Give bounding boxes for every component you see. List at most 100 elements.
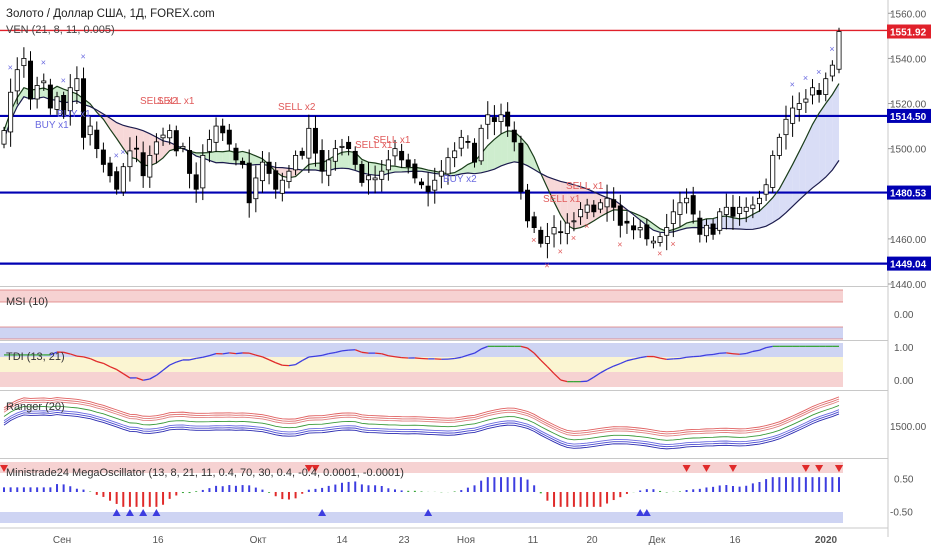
candle xyxy=(650,240,656,244)
ma-cloud xyxy=(640,215,647,226)
candle xyxy=(829,64,835,77)
buy-arrow-icon xyxy=(424,509,433,516)
ma-cloud xyxy=(249,153,256,166)
candle xyxy=(836,31,842,70)
sell-arrow-icon xyxy=(835,465,843,472)
price-badge-label: 1514.50 xyxy=(890,112,927,123)
candle xyxy=(379,170,385,180)
tdi-line-segment xyxy=(354,349,363,353)
ranger-band-line xyxy=(3,398,840,435)
tdi-line-segment xyxy=(262,356,270,361)
sell-arrow-icon xyxy=(311,465,320,472)
tdi-line-segment xyxy=(752,349,760,353)
candle xyxy=(458,136,464,149)
ma-cloud xyxy=(646,219,654,231)
msi-lower-zone xyxy=(0,327,843,339)
ma-cloud xyxy=(759,204,767,229)
price-badge xyxy=(887,108,931,123)
signal-label: SELL x2 xyxy=(278,102,316,113)
signal-label: SELL x1 xyxy=(566,181,604,192)
ma-cloud xyxy=(772,188,780,223)
tdi-line-segment xyxy=(699,354,707,357)
candle xyxy=(511,129,517,143)
candle xyxy=(803,98,809,103)
ma-cloud xyxy=(832,83,839,171)
signal-cross-icon: × xyxy=(41,58,46,68)
tdi-line-segment xyxy=(726,352,734,355)
candle xyxy=(34,85,40,100)
candle xyxy=(432,179,438,191)
candle xyxy=(399,150,405,161)
x-tick-label: 11 xyxy=(528,535,539,546)
y-tick-label: 1.00 xyxy=(894,343,914,354)
candle xyxy=(438,170,444,177)
tdi-line-segment xyxy=(520,345,528,349)
ma-cloud xyxy=(746,214,753,230)
y-tick-label: -0.50 xyxy=(890,508,913,519)
x-tick-label: Окт xyxy=(250,535,267,546)
ma-cloud xyxy=(573,184,581,230)
tdi-line-segment xyxy=(593,372,601,378)
tdi-mid-zone xyxy=(0,357,843,372)
ranger-band-line xyxy=(3,409,840,446)
candle xyxy=(1,130,7,145)
ma-cloud xyxy=(527,144,535,170)
tdi-line-segment xyxy=(76,355,84,358)
tdi-line-segment xyxy=(301,356,310,362)
tdi-line-segment xyxy=(375,352,382,355)
tdi-line-segment xyxy=(746,350,754,355)
candle xyxy=(564,222,570,234)
signal-cross-icon: × xyxy=(120,147,125,157)
candle xyxy=(339,145,345,148)
candle xyxy=(743,206,749,212)
ma-cloud xyxy=(110,118,117,139)
sell-arrow-icon xyxy=(304,465,313,472)
candle xyxy=(425,185,431,192)
ma-cloud xyxy=(17,87,24,107)
signal-label: SELL x2 xyxy=(140,96,178,107)
ma-cloud xyxy=(547,176,555,202)
candle xyxy=(365,175,371,181)
signal-cross-icon: × xyxy=(670,239,675,249)
tdi-lower-zone xyxy=(0,372,843,387)
price-badge xyxy=(887,185,931,200)
candle xyxy=(677,202,683,215)
ma-cloud xyxy=(812,113,820,188)
tdi-line-segment xyxy=(381,353,389,357)
signal-cross-icon: × xyxy=(544,260,549,270)
candle xyxy=(81,78,87,138)
tdi-line-segment xyxy=(143,378,150,381)
candle xyxy=(763,184,769,195)
tdi-line-segment xyxy=(189,357,197,361)
tdi-line-segment xyxy=(341,349,349,352)
sell-arrow-icon xyxy=(682,465,691,472)
ma-cloud xyxy=(216,151,223,163)
tdi-line-segment xyxy=(659,357,667,361)
candle xyxy=(220,125,226,134)
tdi-line-segment xyxy=(255,354,263,358)
ma-cloud xyxy=(587,188,594,225)
ma-cloud xyxy=(739,218,747,230)
candle xyxy=(531,216,537,228)
tdi-line-segment xyxy=(633,357,641,360)
candle xyxy=(664,227,670,236)
candle xyxy=(445,157,451,175)
ma-cloud xyxy=(116,122,124,149)
candle xyxy=(54,96,60,110)
candle xyxy=(624,220,630,224)
osc-upper-zone xyxy=(0,462,843,473)
signal-cross-icon: × xyxy=(829,44,834,54)
tdi-upper-zone xyxy=(0,343,843,357)
candle xyxy=(240,160,246,165)
tdi-line-segment xyxy=(176,359,184,363)
candle xyxy=(147,155,153,178)
sell-arrow-icon xyxy=(0,465,8,472)
tdi-line-segment xyxy=(461,354,469,358)
candle xyxy=(730,206,736,217)
indicator-legend: VEN (21, 8, 11, 0.005) xyxy=(6,24,115,36)
candle xyxy=(690,195,696,215)
candle xyxy=(41,80,47,84)
candle xyxy=(107,162,113,177)
tdi-line-segment xyxy=(586,376,595,382)
